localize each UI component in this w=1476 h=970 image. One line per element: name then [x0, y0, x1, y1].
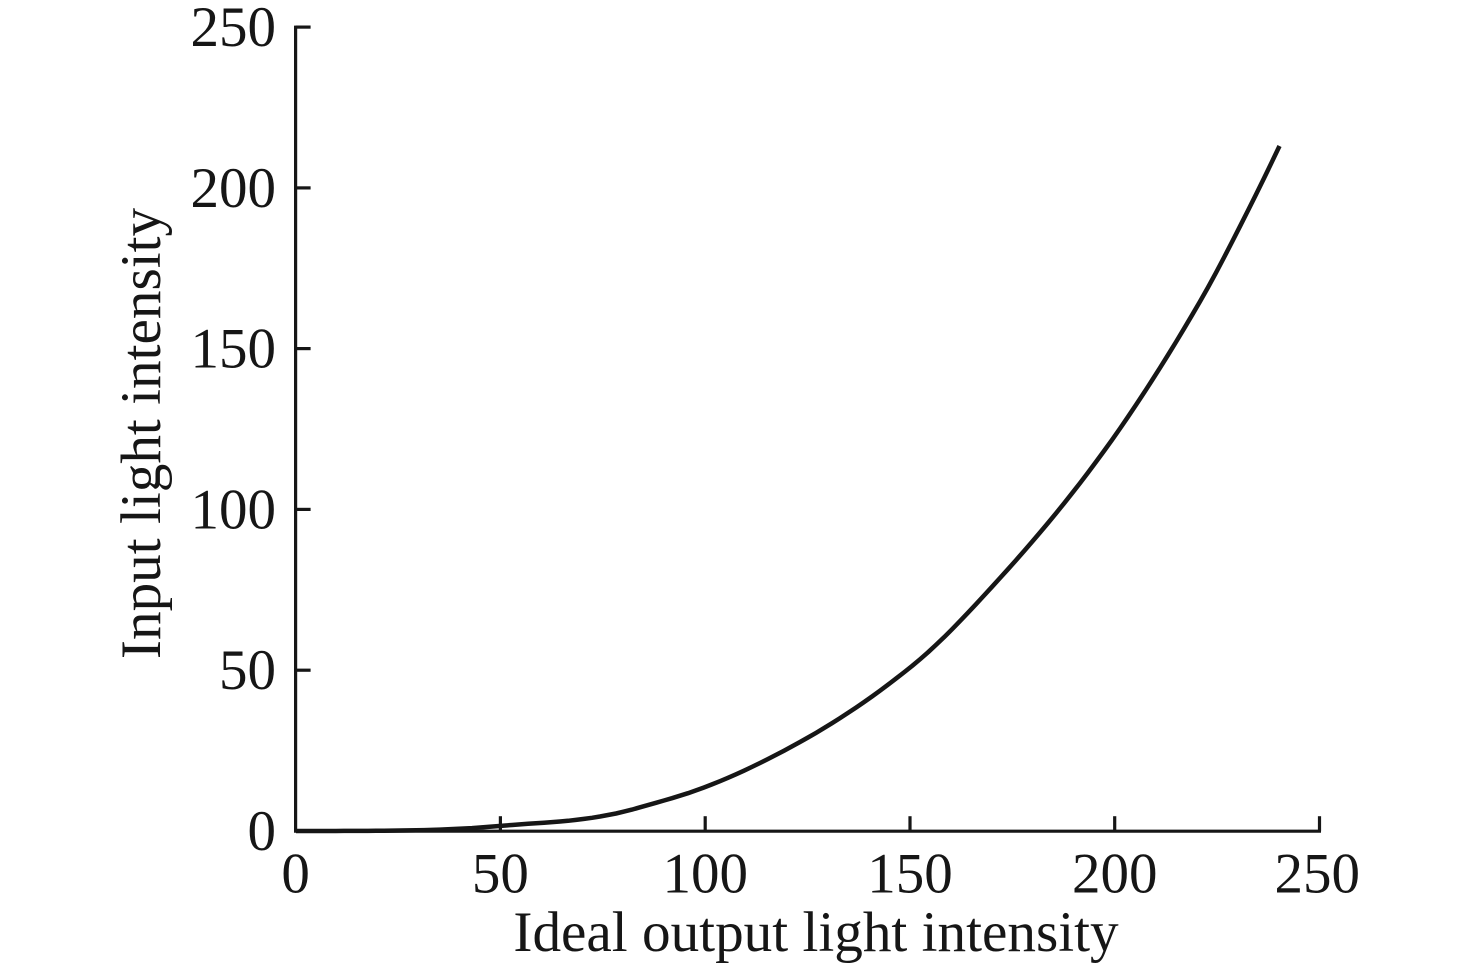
- svg-text:Input light intensity: Input light intensity: [110, 208, 173, 660]
- svg-text:250: 250: [191, 0, 277, 59]
- svg-text:100: 100: [662, 843, 748, 906]
- svg-text:150: 150: [191, 318, 277, 381]
- svg-text:Ideal output light intensity: Ideal output light intensity: [513, 901, 1119, 964]
- svg-text:0: 0: [248, 800, 277, 863]
- svg-text:200: 200: [191, 157, 277, 220]
- svg-text:250: 250: [1275, 843, 1361, 906]
- svg-text:100: 100: [191, 478, 277, 541]
- svg-text:150: 150: [867, 843, 953, 906]
- svg-text:50: 50: [472, 843, 529, 906]
- svg-text:200: 200: [1072, 843, 1158, 906]
- svg-text:0: 0: [281, 843, 310, 906]
- svg-text:50: 50: [219, 639, 276, 702]
